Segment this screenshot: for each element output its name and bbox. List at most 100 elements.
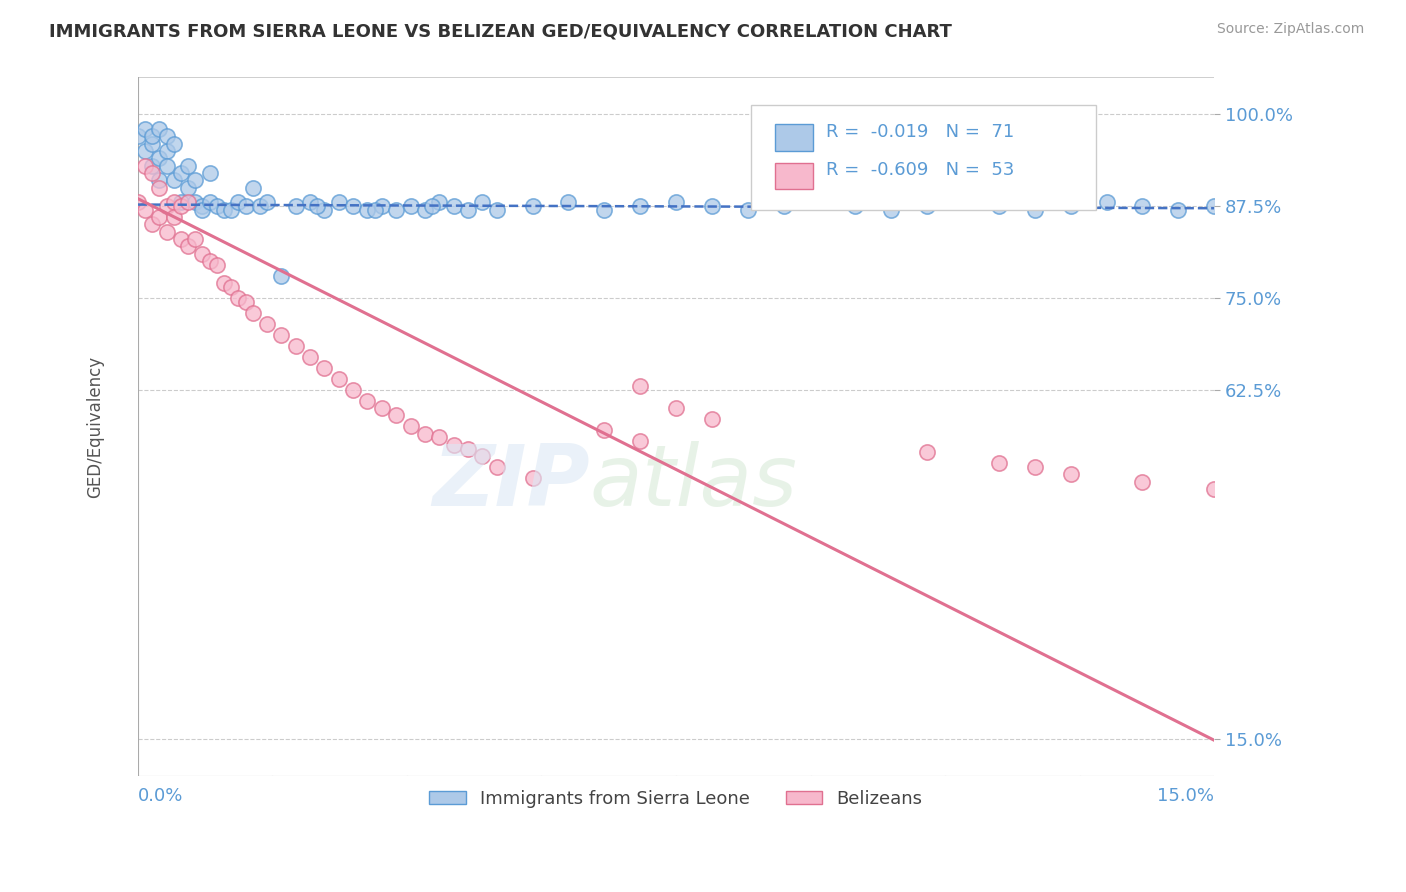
Point [427, 195, 450, 210]
Point [915, 199, 938, 213]
Point [155, 144, 177, 158]
Point [700, 199, 723, 213]
Point [177, 195, 200, 210]
Point [593, 423, 616, 437]
Point [915, 445, 938, 459]
Point [198, 254, 221, 268]
Point [628, 434, 651, 449]
Point [134, 202, 156, 217]
Text: 0.0%: 0.0% [138, 787, 183, 805]
Point [177, 159, 200, 173]
Point [184, 173, 207, 187]
Point [127, 129, 149, 144]
Text: R =  -0.609   N =  53: R = -0.609 N = 53 [825, 161, 1014, 179]
Point [413, 202, 436, 217]
Point [141, 129, 163, 144]
Point [228, 291, 250, 305]
Point [256, 317, 278, 331]
Point [170, 166, 193, 180]
Point [471, 449, 494, 463]
Point [170, 195, 193, 210]
Point [155, 199, 177, 213]
Point [1059, 199, 1081, 213]
Point [242, 180, 264, 194]
Point [249, 199, 271, 213]
Point [1167, 202, 1189, 217]
Point [1095, 195, 1118, 210]
Point [952, 195, 974, 210]
Point [170, 199, 193, 213]
Point [170, 232, 193, 246]
Point [471, 195, 494, 210]
Point [399, 199, 422, 213]
Point [191, 199, 214, 213]
Point [593, 202, 616, 217]
Point [1024, 202, 1046, 217]
Point [700, 412, 723, 426]
Point [772, 199, 794, 213]
Point [299, 195, 322, 210]
Point [385, 409, 408, 423]
Point [191, 247, 214, 261]
FancyBboxPatch shape [751, 105, 1095, 211]
Point [228, 195, 250, 210]
Text: ZIP: ZIP [432, 441, 591, 524]
Point [155, 159, 177, 173]
Point [443, 438, 465, 452]
Point [737, 202, 759, 217]
Point [134, 121, 156, 136]
FancyBboxPatch shape [775, 162, 813, 189]
Point [522, 471, 544, 485]
Point [177, 239, 200, 253]
Point [163, 195, 186, 210]
Point [235, 294, 257, 309]
Point [155, 225, 177, 239]
Point [134, 144, 156, 158]
Point [371, 199, 394, 213]
Point [127, 195, 149, 210]
Point [665, 195, 688, 210]
Point [163, 173, 186, 187]
Point [134, 159, 156, 173]
Point [256, 195, 278, 210]
Point [212, 276, 235, 290]
Point [880, 202, 903, 217]
Point [270, 327, 292, 342]
Point [356, 393, 378, 408]
Point [163, 210, 186, 224]
Point [148, 210, 170, 224]
Point [356, 202, 378, 217]
Point [1132, 475, 1154, 489]
Point [457, 442, 479, 456]
Point [328, 195, 350, 210]
Point [270, 268, 292, 283]
Point [844, 199, 866, 213]
Point [184, 232, 207, 246]
Point [363, 202, 385, 217]
Text: GED/Equivalency: GED/Equivalency [86, 355, 104, 498]
Point [284, 338, 307, 352]
Point [443, 199, 465, 213]
Point [148, 180, 170, 194]
Point [328, 372, 350, 386]
Point [314, 202, 336, 217]
Point [307, 199, 329, 213]
Point [457, 202, 479, 217]
Point [191, 202, 214, 217]
Point [141, 218, 163, 232]
Text: R =  -0.019   N =  71: R = -0.019 N = 71 [825, 123, 1014, 141]
Point [628, 379, 651, 393]
Point [141, 136, 163, 151]
Point [314, 360, 336, 375]
Point [522, 199, 544, 213]
Point [1059, 467, 1081, 482]
Point [485, 459, 508, 474]
Point [420, 199, 443, 213]
FancyBboxPatch shape [775, 124, 813, 151]
Point [184, 195, 207, 210]
Point [1132, 199, 1154, 213]
Point [485, 202, 508, 217]
Text: atlas: atlas [591, 441, 799, 524]
Point [235, 199, 257, 213]
Point [385, 202, 408, 217]
